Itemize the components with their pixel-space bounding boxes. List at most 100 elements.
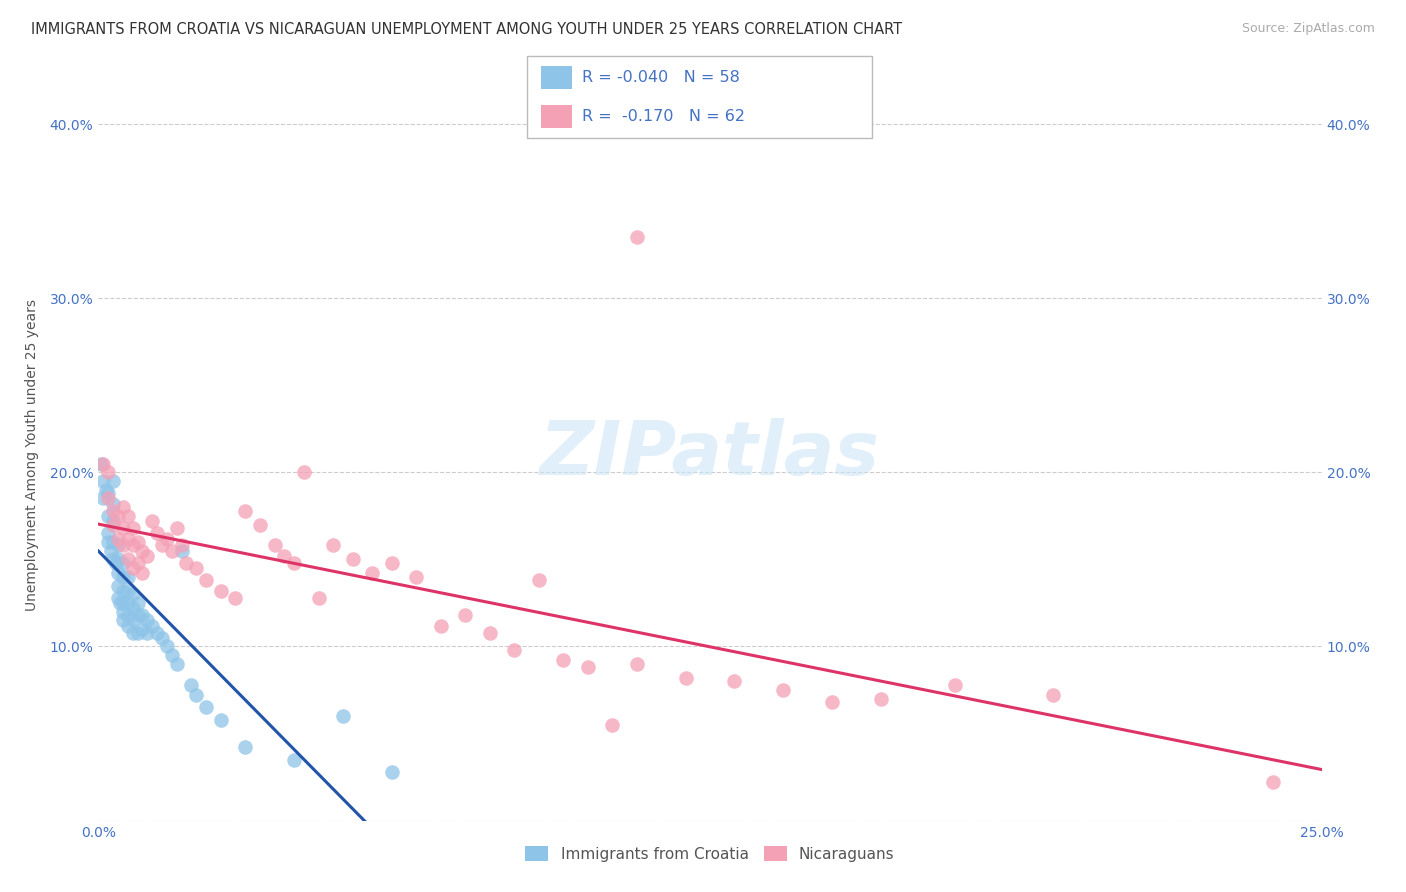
Point [430, 618, 453, 632]
Point [156, 640, 179, 654]
Text: ZIPatlas: ZIPatlas [540, 418, 880, 491]
Point [283, 556, 305, 570]
Point [91, 491, 114, 506]
Point [101, 474, 124, 488]
Point [111, 605, 134, 619]
Point [101, 503, 124, 517]
Point [224, 591, 246, 605]
Point [131, 543, 153, 558]
Point [111, 570, 134, 584]
Point [111, 556, 134, 570]
Point [107, 532, 129, 546]
Point [117, 583, 139, 598]
Point [101, 497, 124, 511]
Point [209, 713, 232, 727]
Point [381, 764, 404, 779]
Point [675, 671, 697, 685]
Point [121, 561, 143, 575]
Point [136, 613, 159, 627]
Point [127, 608, 149, 623]
Point [156, 532, 179, 546]
Point [454, 608, 477, 623]
Point [943, 678, 966, 692]
Point [180, 678, 202, 692]
Point [576, 660, 599, 674]
Point [121, 625, 143, 640]
Point [1261, 775, 1284, 789]
Point [170, 539, 193, 553]
Point [136, 625, 159, 640]
Point [94, 483, 117, 497]
Point [150, 631, 173, 645]
Y-axis label: Unemployment Among Youth under 25 years: Unemployment Among Youth under 25 years [24, 299, 38, 611]
Point [117, 618, 139, 632]
Point [553, 653, 575, 667]
Point [160, 648, 183, 663]
Point [117, 508, 139, 523]
Point [361, 566, 384, 581]
Point [127, 556, 149, 570]
Point [405, 570, 427, 584]
Point [97, 486, 120, 500]
Point [263, 539, 285, 553]
Point [209, 583, 232, 598]
Point [381, 556, 404, 570]
Point [97, 526, 120, 541]
Text: R = -0.040   N = 58: R = -0.040 N = 58 [582, 70, 740, 85]
Point [127, 535, 149, 549]
Point [233, 503, 256, 517]
Point [131, 608, 153, 623]
Point [107, 552, 129, 566]
Point [870, 691, 893, 706]
Point [249, 517, 271, 532]
Point [90, 457, 112, 471]
Point [97, 491, 120, 506]
Point [273, 549, 295, 563]
Point [186, 688, 208, 702]
Point [107, 508, 129, 523]
Point [146, 625, 169, 640]
Point [121, 539, 143, 553]
Point [166, 657, 188, 671]
Point [97, 508, 120, 523]
Point [821, 695, 844, 709]
Point [146, 526, 169, 541]
Point [166, 521, 188, 535]
Point [111, 500, 134, 515]
Point [101, 535, 124, 549]
Point [503, 643, 526, 657]
Point [101, 514, 124, 528]
Point [308, 591, 330, 605]
Point [110, 596, 132, 610]
Point [117, 532, 139, 546]
Point [117, 570, 139, 584]
Point [283, 753, 305, 767]
Point [100, 543, 122, 558]
Point [111, 583, 134, 598]
Legend: Immigrants from Croatia, Nicaraguans: Immigrants from Croatia, Nicaraguans [519, 839, 901, 868]
Point [117, 608, 139, 623]
Bar [541, 66, 572, 89]
Point [107, 578, 129, 592]
Point [150, 539, 173, 553]
Point [342, 552, 364, 566]
Point [111, 539, 134, 553]
Point [91, 457, 114, 471]
Point [121, 521, 143, 535]
Point [111, 521, 134, 535]
Point [186, 561, 208, 575]
Point [127, 625, 149, 640]
Point [104, 556, 127, 570]
Point [160, 543, 183, 558]
Point [121, 613, 143, 627]
FancyBboxPatch shape [527, 56, 872, 138]
Point [107, 591, 129, 605]
Point [131, 622, 153, 636]
Point [117, 552, 139, 566]
Point [141, 514, 163, 528]
Point [101, 517, 124, 532]
Point [141, 618, 163, 632]
Point [1042, 688, 1064, 702]
Text: R =  -0.170   N = 62: R = -0.170 N = 62 [582, 110, 745, 124]
Point [121, 601, 143, 615]
